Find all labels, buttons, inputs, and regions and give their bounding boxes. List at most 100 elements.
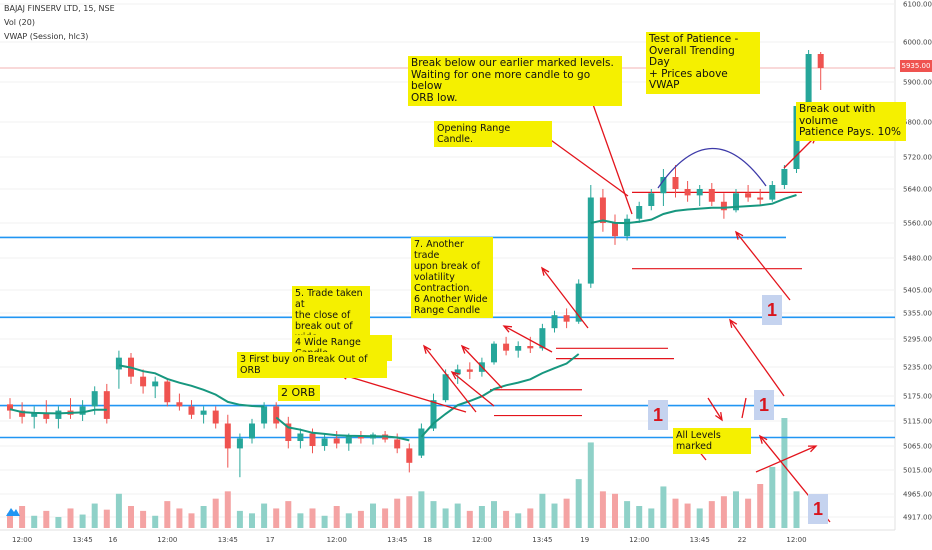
volume-bar — [43, 510, 50, 528]
volume-bar — [757, 484, 764, 528]
volume-bar — [55, 517, 62, 528]
note-all-levels: All Levels marked — [673, 428, 751, 454]
price-axis-labels: 6100.00 6000.00 5900.00 5800.00 5720.00 5640.… — [903, 1, 932, 522]
candle-body — [684, 189, 691, 196]
price-tick-label: 4917.00 — [903, 514, 932, 522]
note-first-buy: 3 First buy on Break Out of ORB — [237, 352, 387, 378]
volume-bar — [297, 513, 304, 528]
candle-body — [140, 376, 147, 387]
candle-body — [418, 428, 425, 456]
time-tick-label: 19 — [580, 536, 589, 544]
candle-body — [406, 448, 413, 463]
candle-body — [236, 438, 243, 449]
note-breakout-volume: Break out with volume Patience Pays. 10% — [796, 102, 906, 141]
candle-body — [733, 193, 739, 211]
volume-bar — [612, 493, 618, 528]
volume-bar — [478, 506, 485, 528]
price-tick-label: 5900.00 — [903, 79, 932, 87]
candle-body — [79, 406, 86, 415]
candle-body — [115, 357, 122, 370]
volume-bar — [140, 510, 147, 528]
price-tick-label: 5235.00 — [903, 364, 932, 372]
candle-body — [817, 54, 824, 68]
symbol-legend: BAJAJ FINSERV LTD, 15, NSE — [4, 4, 115, 13]
price-tick-label: 5405.00 — [903, 287, 932, 295]
candle-body — [527, 346, 534, 349]
note-break-below: Break below our earlier marked levels. W… — [408, 56, 622, 106]
volume-bar — [164, 501, 171, 528]
volume-bar — [188, 513, 195, 528]
vwap-segment — [590, 194, 797, 225]
price-tick-label: 5115.00 — [903, 418, 932, 426]
candle-body — [757, 197, 764, 200]
volume-bar — [333, 506, 340, 528]
candle-body — [660, 177, 667, 194]
candle-body — [103, 391, 110, 419]
volume-bar — [357, 510, 364, 528]
price-tick-label: 4965.00 — [903, 491, 932, 499]
vwap-legend: VWAP (Session, hlc3) — [4, 32, 89, 41]
volume-bar — [418, 491, 425, 528]
price-tick-label: 5720.00 — [903, 154, 932, 162]
volume-bar — [696, 508, 703, 528]
volume-bar — [515, 513, 522, 528]
candle-body — [176, 402, 183, 407]
arrow-head — [460, 344, 470, 354]
annotation-arrow — [783, 135, 817, 169]
volume-bar — [152, 515, 159, 528]
price-tick-label: 6000.00 — [903, 39, 932, 47]
candle-body — [624, 218, 631, 237]
candle-body — [708, 189, 715, 202]
candle-body — [43, 412, 50, 419]
candle-body — [745, 193, 752, 198]
price-tick-label: 5175.00 — [903, 393, 932, 401]
candle-body — [575, 283, 582, 322]
volume-bar — [672, 498, 679, 528]
arrow-head — [422, 344, 432, 354]
volume-bar — [7, 513, 13, 528]
patience-arc — [657, 148, 767, 189]
volume-bars — [7, 418, 800, 528]
price-tick-label: 5480.00 — [903, 255, 932, 263]
volume-bar — [79, 514, 86, 528]
price-tick-label: 5295.00 — [903, 336, 932, 344]
time-tick-label: 12:00 — [12, 536, 32, 544]
candle-body — [55, 410, 62, 419]
candle-body — [333, 438, 340, 444]
price-tick-label: 5800.00 — [903, 119, 932, 127]
time-tick-label: 13:45 — [218, 536, 238, 544]
volume-bar — [733, 491, 739, 528]
time-tick-label: 22 — [738, 536, 747, 544]
number-label-1c: 1 — [648, 400, 668, 430]
candle-body — [249, 423, 255, 439]
candle-body — [357, 436, 364, 439]
candle-body — [539, 328, 546, 349]
candle-body — [696, 189, 703, 196]
last-price-tag: 5935.00 — [900, 60, 932, 72]
note-orb: 2 ORB — [278, 385, 320, 401]
candle-body — [720, 201, 727, 211]
note-opening-range: Opening Range Candle. — [434, 121, 552, 147]
time-tick-label: 18 — [423, 536, 432, 544]
candle-body — [19, 410, 26, 417]
volume-bar — [624, 501, 631, 528]
price-tick-label: 5355.00 — [903, 310, 932, 318]
arrow-head — [715, 411, 723, 422]
volume-bar — [587, 442, 594, 528]
volume-bar — [103, 509, 110, 528]
candle-body — [164, 381, 171, 403]
volume-bar — [370, 503, 376, 528]
annotation-arrow — [729, 319, 785, 397]
arrow-head — [502, 325, 513, 333]
volume-bar — [224, 491, 231, 528]
orb-range-lines — [490, 191, 802, 417]
vwap-segment — [275, 416, 410, 442]
annotation-arrow — [461, 345, 503, 389]
vwap-line — [9, 194, 797, 442]
candle-body — [648, 193, 655, 206]
tradingview-logo-icon — [6, 508, 20, 516]
volume-bar — [527, 508, 534, 528]
volume-bar — [684, 503, 691, 528]
time-tick-label: 12:00 — [629, 536, 649, 544]
